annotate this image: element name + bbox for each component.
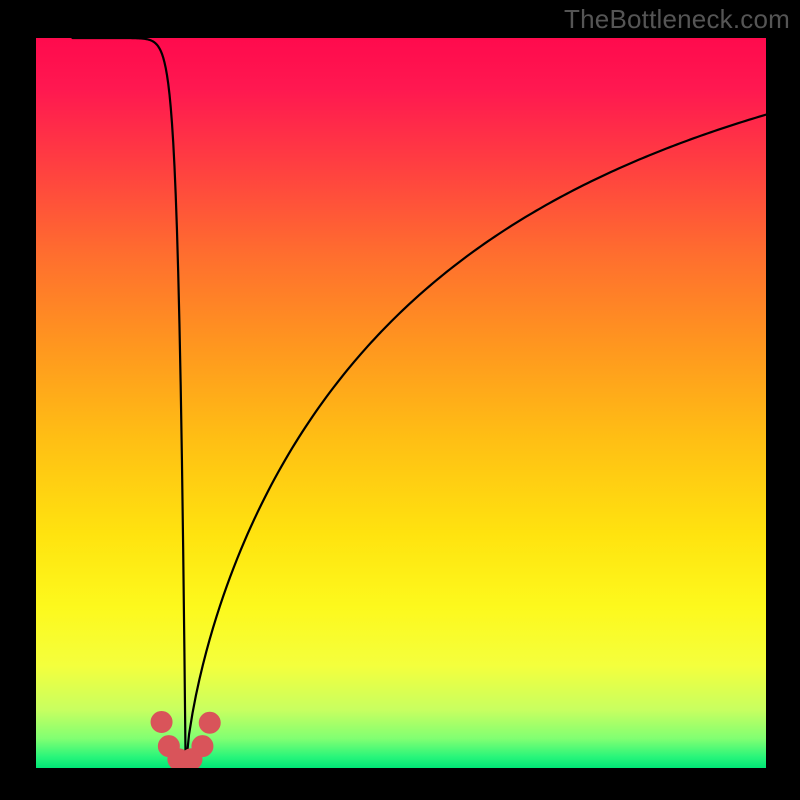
marker-dot <box>199 712 220 733</box>
watermark-text: TheBottleneck.com <box>564 4 790 35</box>
page-root: TheBottleneck.com <box>0 0 800 800</box>
chart-svg <box>36 38 766 768</box>
marker-dot <box>151 712 172 733</box>
chart-frame <box>36 38 766 768</box>
chart-background <box>36 38 766 768</box>
marker-dot <box>192 736 213 757</box>
